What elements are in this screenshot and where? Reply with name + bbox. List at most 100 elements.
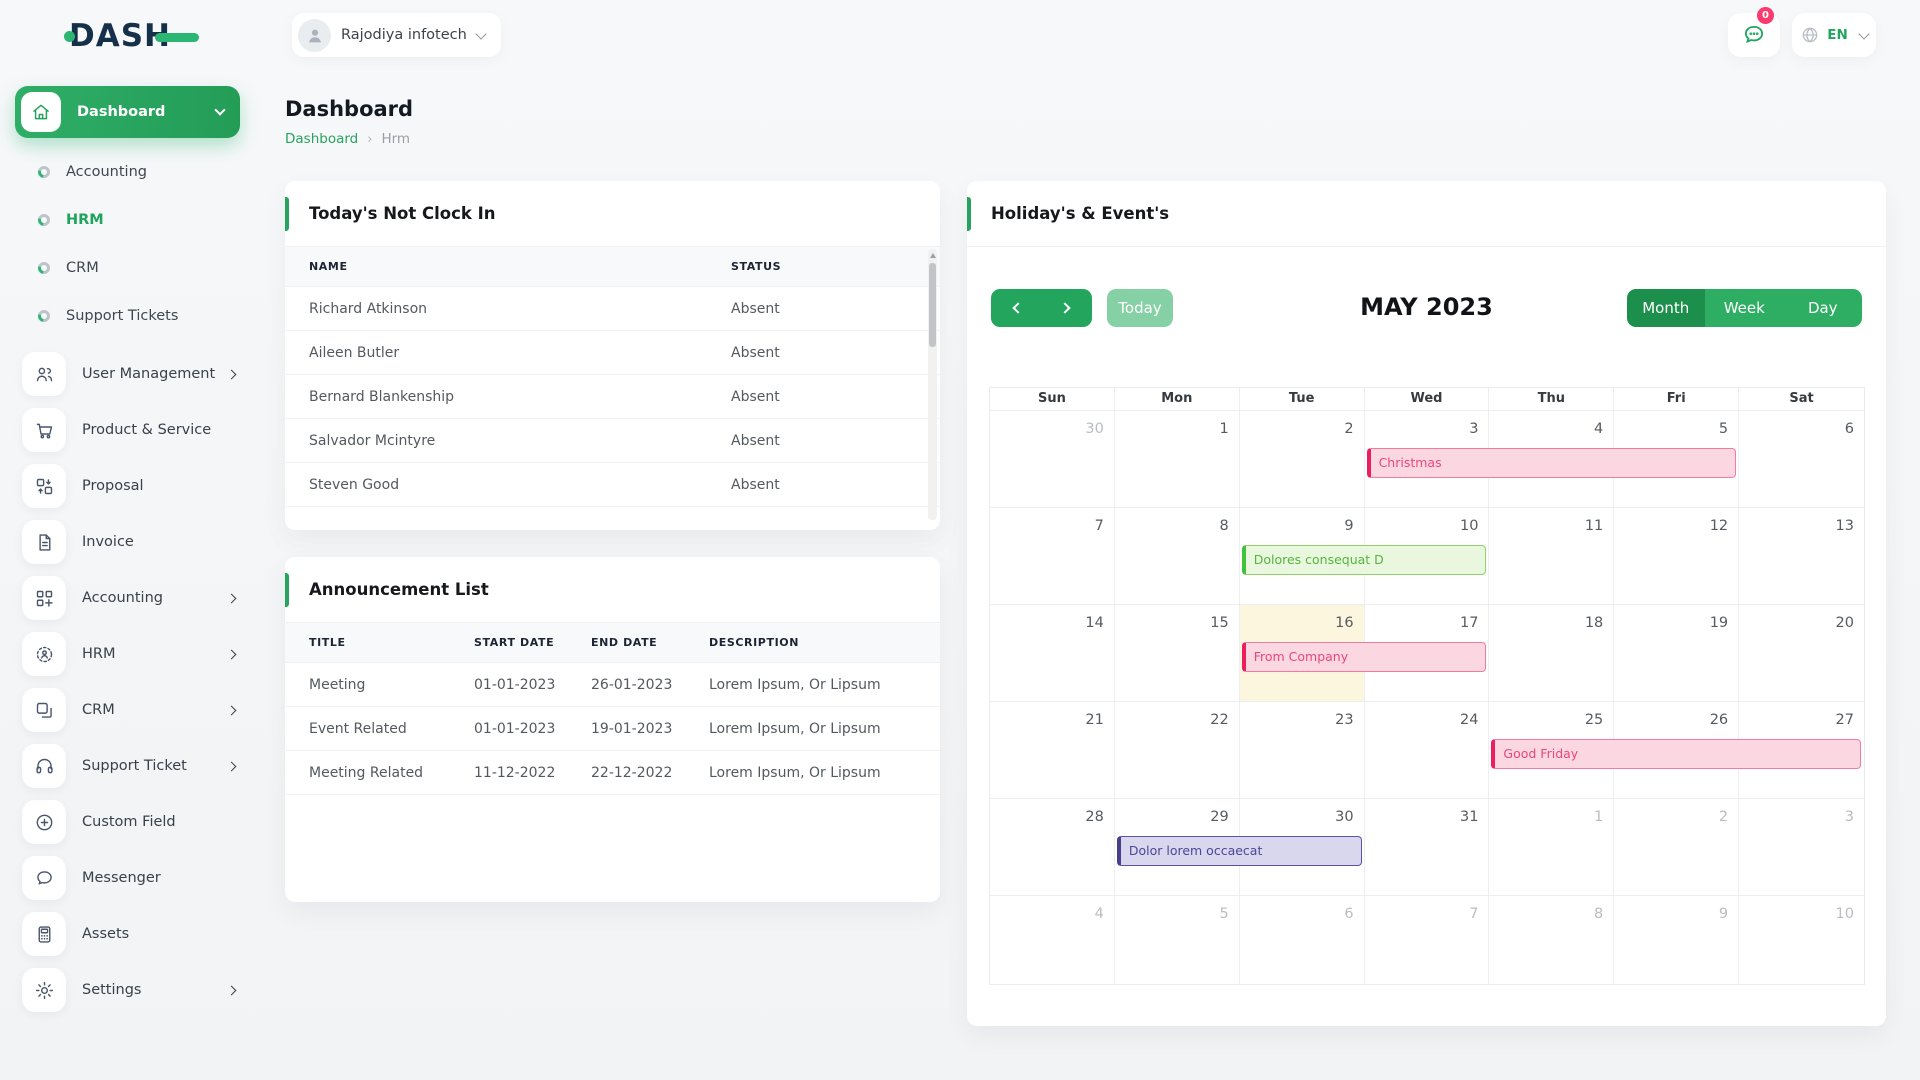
swap-boxes-icon	[22, 464, 66, 508]
sidebar-item-hrm[interactable]: HRM	[0, 626, 255, 682]
day-cell[interactable]: 12	[1614, 507, 1740, 604]
card-title: Announcement List	[309, 580, 489, 599]
day-cell[interactable]: 6	[1739, 410, 1864, 507]
day-cell[interactable]: 20	[1739, 604, 1864, 701]
day-cell[interactable]: 22	[1114, 701, 1240, 798]
day-cell[interactable]: 28	[990, 798, 1115, 895]
sidebar-item-proposal[interactable]: Proposal	[0, 458, 255, 514]
sidebar-item-dashboard[interactable]: Dashboard	[15, 86, 240, 138]
day-cell[interactable]: 1	[1114, 410, 1240, 507]
day-cell[interactable]: 6	[1239, 895, 1365, 984]
calendar-event-dolor-lorem[interactable]: Dolor lorem occaecat	[1116, 836, 1362, 866]
view-day-button[interactable]: Day	[1783, 289, 1862, 327]
calendar-week-row: 4 5 6 7 8 9 10	[990, 895, 1864, 984]
day-cell[interactable]: 30	[990, 410, 1115, 507]
day-cell[interactable]: 11	[1489, 507, 1615, 604]
calendar-event-good-friday[interactable]: Good Friday	[1491, 739, 1861, 769]
dashboard-submenu: Accounting HRM CRM Support Tickets	[0, 148, 255, 340]
day-cell[interactable]: 17	[1364, 604, 1490, 701]
sidebar-item-invoice[interactable]: Invoice	[0, 514, 255, 570]
end-date: 26-01-2023	[591, 676, 673, 693]
day-cell[interactable]: 8	[1114, 507, 1240, 604]
breadcrumb: Dashboard › Hrm	[285, 131, 410, 147]
view-month-button[interactable]: Month	[1626, 289, 1705, 327]
day-header: Tue	[1240, 388, 1365, 410]
column-header-title: TITLE	[309, 636, 346, 649]
card-accent-bar	[285, 573, 289, 607]
breadcrumb-dashboard-link[interactable]: Dashboard	[285, 131, 359, 147]
today-button[interactable]: Today	[1107, 289, 1173, 327]
day-cell[interactable]: 30	[1239, 798, 1365, 895]
logo-dot-shape	[64, 30, 75, 42]
start-date: 11-12-2022	[474, 764, 556, 781]
sidebar-item-support-ticket[interactable]: Support Ticket	[0, 738, 255, 794]
calendar-event-dolores[interactable]: Dolores consequat D	[1241, 545, 1487, 575]
description: Lorem Ipsum, Or Lipsum	[709, 720, 881, 737]
day-cell[interactable]: 27	[1739, 701, 1864, 798]
day-cell[interactable]: 2	[1239, 410, 1365, 507]
language-selector[interactable]: EN	[1792, 13, 1876, 57]
day-cell[interactable]: 14	[990, 604, 1115, 701]
grid-plus-icon	[22, 576, 66, 620]
scrollbar-up-arrow[interactable]	[929, 253, 936, 258]
sidebar-subitem-support-tickets[interactable]: Support Tickets	[0, 292, 255, 340]
messages-badge: 0	[1757, 7, 1774, 24]
day-cell[interactable]: 15	[1114, 604, 1240, 701]
day-cell[interactable]: 23	[1239, 701, 1365, 798]
day-cell[interactable]: 7	[990, 507, 1115, 604]
table-scrollbar[interactable]	[928, 249, 937, 520]
app-logo[interactable]: DASH	[64, 16, 199, 56]
day-header: Fri	[1614, 388, 1740, 410]
table-row: Steven Good Absent	[285, 463, 940, 507]
company-selector[interactable]: Rajodiya infotech	[292, 13, 501, 57]
day-cell[interactable]: 24	[1364, 701, 1490, 798]
day-cell[interactable]: 5	[1114, 895, 1240, 984]
sidebar-item-crm[interactable]: CRM	[0, 682, 255, 738]
day-cell[interactable]: 31	[1364, 798, 1490, 895]
sidebar-subitem-crm[interactable]: CRM	[0, 244, 255, 292]
event-label: Dolor lorem occaecat	[1128, 843, 1263, 858]
table-row: Aileen Butler Absent	[285, 331, 940, 375]
day-cell[interactable]: 3	[1739, 798, 1864, 895]
company-avatar	[298, 18, 331, 52]
day-cell[interactable]: 9	[1614, 895, 1740, 984]
day-cell[interactable]: 7	[1364, 895, 1490, 984]
day-cell[interactable]: 1	[1489, 798, 1615, 895]
end-date: 19-01-2023	[591, 720, 673, 737]
day-cell[interactable]: 10	[1739, 895, 1864, 984]
sidebar-item-custom-field[interactable]: Custom Field	[0, 794, 255, 850]
sidebar-item-accounting[interactable]: Accounting	[0, 570, 255, 626]
sidebar-item-assets[interactable]: Assets	[0, 906, 255, 962]
sidebar-subitem-hrm[interactable]: HRM	[0, 196, 255, 244]
calendar-week-row: 28 29 30 31 1 2 3	[990, 798, 1864, 895]
chat-bubble-icon	[1744, 25, 1764, 44]
messages-button[interactable]: 0	[1728, 7, 1780, 57]
status-value: Absent	[731, 432, 780, 449]
event-label: Dolores consequat D	[1253, 552, 1384, 567]
day-cell[interactable]: 4	[990, 895, 1115, 984]
sidebar-item-messenger[interactable]: Messenger	[0, 850, 255, 906]
calendar-event-christmas[interactable]: Christmas	[1366, 448, 1737, 478]
day-cell[interactable]: 18	[1489, 604, 1615, 701]
sidebar-item-user-management[interactable]: User Management	[0, 346, 255, 402]
day-cell[interactable]: 5	[1614, 410, 1740, 507]
sidebar-item-product-service[interactable]: Product & Service	[0, 402, 255, 458]
day-header: Mon	[1115, 388, 1240, 410]
sidebar-item-label: CRM	[82, 702, 115, 718]
day-cell[interactable]: 2	[1614, 798, 1740, 895]
sidebar-subitem-accounting[interactable]: Accounting	[0, 148, 255, 196]
day-cell[interactable]: 8	[1489, 895, 1615, 984]
scrollbar-thumb[interactable]	[929, 263, 936, 347]
day-cell[interactable]: 19	[1614, 604, 1740, 701]
logo-dash-shape	[155, 32, 199, 42]
view-week-button[interactable]: Week	[1705, 289, 1784, 327]
day-cell[interactable]: 10	[1364, 507, 1490, 604]
headset-icon	[22, 744, 66, 788]
sidebar-menu: User Management Product & Service Propos…	[0, 346, 255, 1018]
day-cell[interactable]: 21	[990, 701, 1115, 798]
day-cell[interactable]: 13	[1739, 507, 1864, 604]
sidebar-item-label: Product & Service	[82, 422, 212, 438]
sidebar-item-settings[interactable]: Settings	[0, 962, 255, 1018]
sidebar-item-label: Proposal	[82, 478, 144, 494]
calendar-event-from-company[interactable]: From Company	[1241, 642, 1487, 672]
